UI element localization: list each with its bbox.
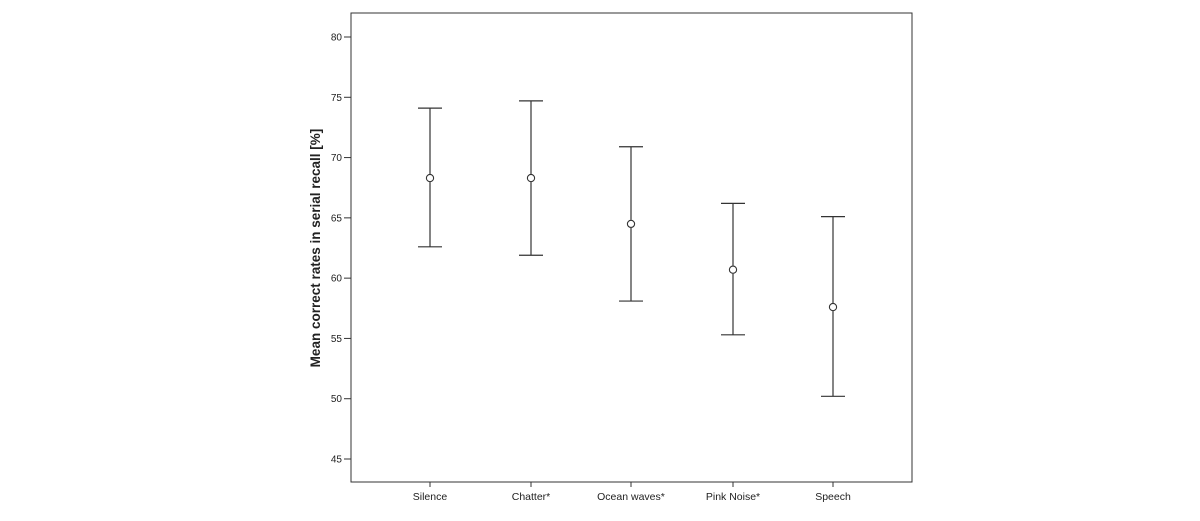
error-bar xyxy=(721,202,745,336)
y-tick-label: 70 xyxy=(331,153,343,164)
x-tick-label: Ocean waves* xyxy=(597,491,665,503)
error-bar xyxy=(418,107,442,248)
y-tick-label: 55 xyxy=(331,334,343,345)
mean-point xyxy=(526,173,536,183)
y-tick-label: 75 xyxy=(331,93,343,104)
error-bar xyxy=(619,146,643,302)
mean-point xyxy=(728,265,738,274)
mean-point xyxy=(626,219,636,229)
y-tick-label: 60 xyxy=(331,274,343,285)
x-tick-label: Speech xyxy=(815,491,851,503)
x-tick-label: Pink Noise* xyxy=(706,491,760,503)
error-bars xyxy=(418,100,845,397)
y-tick-label: 50 xyxy=(331,394,343,405)
y-tick-label: 65 xyxy=(331,213,343,224)
x-tick-label: Chatter* xyxy=(512,491,551,503)
y-tick-label: 80 xyxy=(331,33,343,44)
y-tick-label: 45 xyxy=(331,455,343,466)
error-bar xyxy=(821,216,845,397)
x-tick-label: Silence xyxy=(413,491,448,503)
y-axis-label: Mean correct rates in serial recall [%] xyxy=(308,129,323,368)
error-bar xyxy=(519,100,543,256)
mean-point xyxy=(425,173,435,183)
y-axis: 45 50 55 60 65 70 75 80 xyxy=(331,33,351,466)
mean-point xyxy=(828,302,838,312)
x-axis: Silence Chatter* Ocean waves* Pink Noise* Sp… xyxy=(413,482,851,503)
